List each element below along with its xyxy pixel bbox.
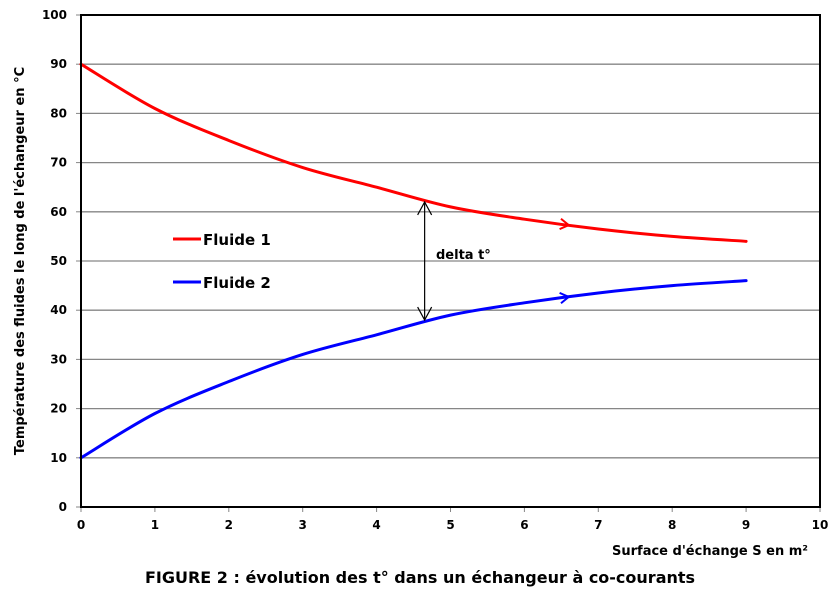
- y-tick-label: 70: [50, 156, 67, 170]
- y-tick-label: 0: [59, 500, 67, 514]
- y-tick-label: 80: [50, 106, 67, 120]
- y-tick-label: 10: [50, 451, 67, 465]
- y-tick-label: 100: [42, 8, 67, 22]
- x-axis-title: Surface d'échange S en m²: [612, 544, 808, 559]
- x-tick-label: 5: [446, 518, 454, 532]
- x-tick-label: 1: [151, 518, 159, 532]
- x-tick-label: 9: [742, 518, 750, 532]
- y-tick-label: 50: [50, 254, 67, 268]
- series-line-fluide-1: [79, 62, 748, 243]
- y-tick-label: 60: [50, 205, 67, 219]
- legend-label-fluide-2: Fluide 2: [203, 274, 271, 292]
- x-tick-label: 10: [812, 518, 829, 532]
- y-tick-label: 30: [50, 352, 67, 366]
- legend-label-fluide-1: Fluide 1: [203, 231, 271, 249]
- x-tick-label: 4: [372, 518, 380, 532]
- figure-caption: FIGURE 2 : évolution des t° dans un écha…: [144, 568, 696, 587]
- legend: Fluide 1 Fluide 2: [173, 231, 271, 292]
- series-line-fluide-2: [79, 279, 748, 460]
- gridlines: [76, 14, 821, 512]
- arrow-up-icon: [417, 200, 433, 216]
- delta-arrow: [417, 200, 433, 322]
- series-lines: [79, 62, 748, 460]
- delta-label: delta t°: [436, 248, 491, 263]
- y-tick-label: 20: [50, 402, 67, 416]
- plot-frame: [80, 14, 821, 508]
- x-tick-label: 6: [520, 518, 528, 532]
- y-axis-title: Température des fluides le long de l'éch…: [13, 67, 28, 455]
- y-tick-label: 40: [50, 303, 67, 317]
- arrow-down-icon: [417, 306, 433, 322]
- flow-arrow-icon: [559, 218, 571, 231]
- x-tick-label: 8: [668, 518, 676, 532]
- y-tick-label: 90: [50, 57, 67, 71]
- flow-arrow-icon: [559, 291, 571, 304]
- x-tick-label: 7: [594, 518, 602, 532]
- tick-labels: 0 10 20 30 40 50 60 70 80 90 100 0 1 2 3 4 5 6 7 8 9 10: [42, 8, 828, 532]
- x-tick-label: 3: [299, 518, 307, 532]
- x-tick-label: 0: [77, 518, 85, 532]
- x-tick-label: 2: [225, 518, 233, 532]
